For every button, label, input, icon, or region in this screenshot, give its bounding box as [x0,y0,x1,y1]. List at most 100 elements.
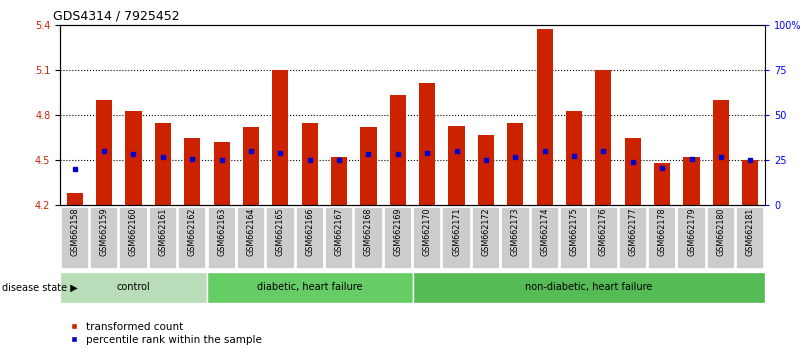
Bar [184,138,200,205]
Bar [654,163,670,205]
Bar [295,25,324,205]
Text: GSM662172: GSM662172 [481,207,490,256]
FancyBboxPatch shape [296,207,323,268]
Text: GSM662167: GSM662167 [335,207,344,256]
Text: GSM662181: GSM662181 [746,207,755,256]
FancyBboxPatch shape [472,207,499,268]
FancyBboxPatch shape [384,207,411,268]
FancyBboxPatch shape [90,207,117,268]
Bar [331,157,347,205]
Text: GDS4314 / 7925452: GDS4314 / 7925452 [53,9,179,22]
Text: GSM662173: GSM662173 [511,207,520,256]
Text: GSM662174: GSM662174 [540,207,549,256]
Text: GSM662165: GSM662165 [276,207,285,256]
Bar [743,160,759,205]
Text: GSM662170: GSM662170 [423,207,432,256]
Bar [383,25,413,205]
FancyBboxPatch shape [678,207,705,268]
Bar [126,110,142,205]
FancyBboxPatch shape [61,207,88,268]
Bar [501,25,530,205]
Text: GSM662160: GSM662160 [129,207,138,256]
FancyBboxPatch shape [706,207,734,268]
Bar [677,25,706,205]
Bar [471,25,501,205]
Bar [324,25,354,205]
FancyBboxPatch shape [413,273,765,303]
FancyBboxPatch shape [354,207,381,268]
Bar [647,25,677,205]
Bar [90,25,119,205]
Bar [178,25,207,205]
Bar [507,122,523,205]
Text: GSM662162: GSM662162 [187,207,197,256]
Bar [266,25,295,205]
Bar [566,110,582,205]
Bar [354,25,383,205]
FancyBboxPatch shape [119,207,147,268]
Bar [60,25,90,205]
Text: GSM662178: GSM662178 [658,207,666,256]
Bar [96,100,112,205]
Text: non-diabetic, heart failure: non-diabetic, heart failure [525,282,653,292]
Bar [589,25,618,205]
Text: GSM662180: GSM662180 [716,207,726,256]
Bar [683,157,699,205]
Text: GSM662164: GSM662164 [247,207,256,256]
Bar [442,25,471,205]
Text: GSM662176: GSM662176 [599,207,608,256]
Bar [478,135,494,205]
FancyBboxPatch shape [178,207,205,268]
Bar [390,96,406,205]
FancyBboxPatch shape [442,207,469,268]
FancyBboxPatch shape [149,207,176,268]
FancyBboxPatch shape [530,207,557,268]
Bar [559,25,589,205]
Text: control: control [117,282,151,292]
Bar [706,25,735,205]
Bar [735,25,765,205]
Text: disease state ▶: disease state ▶ [2,282,78,293]
FancyBboxPatch shape [501,207,529,268]
Text: GSM662166: GSM662166 [305,207,314,256]
FancyBboxPatch shape [207,207,235,268]
FancyBboxPatch shape [266,207,293,268]
Bar [449,126,465,205]
FancyBboxPatch shape [736,207,763,268]
Text: GSM662168: GSM662168 [364,207,373,256]
Bar [207,25,236,205]
FancyBboxPatch shape [590,207,617,268]
Text: GSM662177: GSM662177 [628,207,638,256]
FancyBboxPatch shape [413,207,441,268]
Bar [419,84,435,205]
Text: GSM662159: GSM662159 [99,207,109,256]
Text: GSM662175: GSM662175 [570,207,578,256]
FancyBboxPatch shape [237,207,264,268]
Bar [214,142,230,205]
Text: GSM662161: GSM662161 [159,207,167,256]
Text: GSM662163: GSM662163 [217,207,226,256]
Text: GSM662179: GSM662179 [687,207,696,256]
Bar [272,70,288,205]
Bar [530,25,559,205]
Bar [119,25,148,205]
Text: GSM662171: GSM662171 [452,207,461,256]
FancyBboxPatch shape [60,273,207,303]
Bar [66,193,83,205]
Text: GSM662158: GSM662158 [70,207,79,256]
FancyBboxPatch shape [618,207,646,268]
Bar [537,29,553,205]
Bar [413,25,442,205]
Text: GSM662169: GSM662169 [393,207,402,256]
FancyBboxPatch shape [325,207,352,268]
Bar [148,25,178,205]
Bar [625,138,641,205]
Bar [713,100,729,205]
FancyBboxPatch shape [648,207,675,268]
Bar [360,127,376,205]
Legend: transformed count, percentile rank within the sample: transformed count, percentile rank withi… [66,317,266,349]
FancyBboxPatch shape [207,273,413,303]
Bar [595,70,611,205]
Bar [243,127,259,205]
Bar [618,25,647,205]
